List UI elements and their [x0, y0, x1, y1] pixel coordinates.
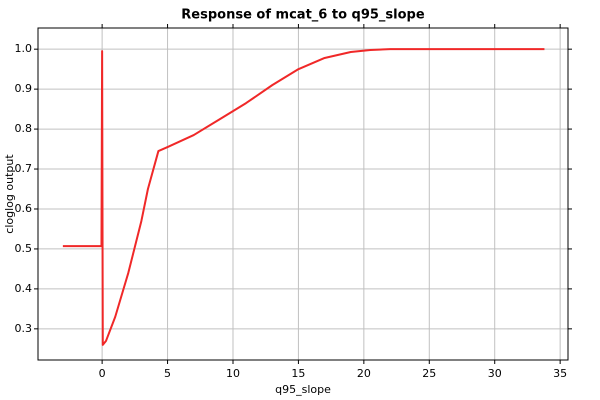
y-tick-label: 0.8 — [15, 122, 33, 135]
y-tick-label: 0.5 — [15, 242, 33, 255]
x-tick-label: 5 — [164, 367, 171, 380]
y-tick-label: 0.3 — [15, 322, 33, 335]
x-tick-label: 15 — [291, 367, 305, 380]
x-tick-label: 35 — [553, 367, 567, 380]
y-tick-label: 0.7 — [15, 162, 33, 175]
x-tick-label: 25 — [422, 367, 436, 380]
y-tick-label: 0.6 — [15, 202, 33, 215]
y-tick-label: 1.0 — [15, 42, 33, 55]
y-tick-label: 0.4 — [15, 282, 33, 295]
y-axis-label: cloglog output — [3, 154, 16, 234]
plot-frame — [37, 27, 569, 361]
x-tick-label: 10 — [226, 367, 240, 380]
x-tick-label: 30 — [488, 367, 502, 380]
response-line — [62, 48, 545, 346]
x-tick-label: 20 — [357, 367, 371, 380]
x-tick-label: 0 — [99, 367, 106, 380]
x-axis-label: q95_slope — [275, 383, 331, 396]
y-tick-label: 0.9 — [15, 82, 33, 95]
chart-title: Response of mcat_6 to q95_slope — [181, 8, 425, 23]
